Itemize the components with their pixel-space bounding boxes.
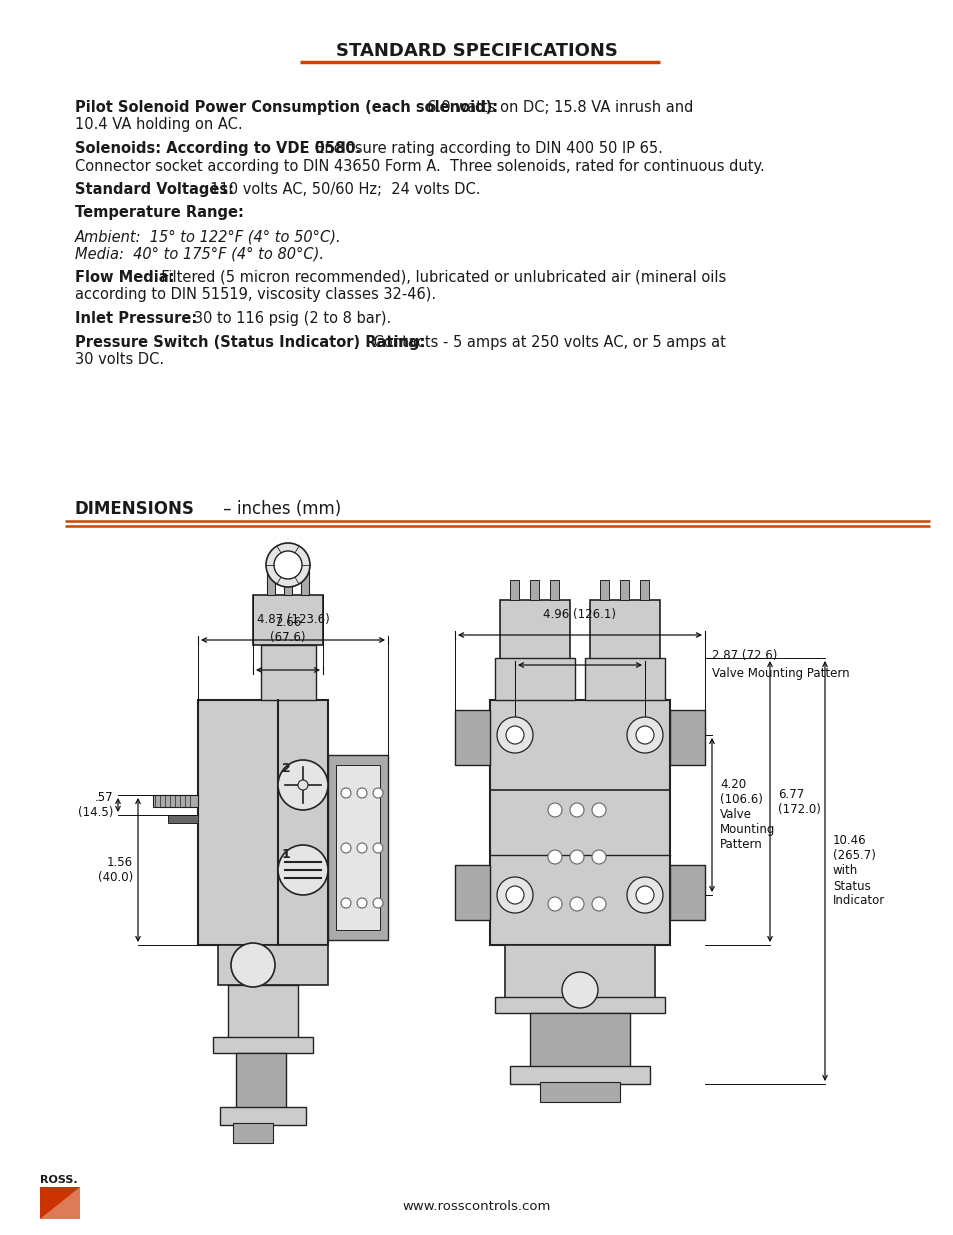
Circle shape (497, 718, 533, 753)
Bar (198, 700, 328, 945)
Bar (584, 658, 664, 700)
Text: ROSS.: ROSS. (40, 1174, 77, 1186)
Circle shape (569, 803, 583, 818)
Circle shape (340, 898, 351, 908)
Bar (40, 1187, 80, 1219)
Circle shape (274, 551, 302, 579)
Circle shape (505, 726, 523, 743)
Circle shape (505, 885, 523, 904)
Bar (335, 764, 379, 930)
Circle shape (356, 788, 367, 798)
Text: Pressure Switch (Status Indicator) Rating:: Pressure Switch (Status Indicator) Ratin… (75, 335, 425, 350)
Bar (267, 571, 274, 595)
Circle shape (592, 803, 605, 818)
Text: Solenoids: According to VDE 0580.: Solenoids: According to VDE 0580. (75, 141, 361, 156)
Text: 30 to 116 psig (2 to 8 bar).: 30 to 116 psig (2 to 8 bar). (180, 311, 391, 326)
Circle shape (231, 944, 274, 987)
Bar (213, 1037, 313, 1053)
Bar (490, 700, 669, 945)
Text: 4.96 (126.1): 4.96 (126.1) (543, 608, 616, 621)
Text: 6.0 watts on DC; 15.8 VA inrush and: 6.0 watts on DC; 15.8 VA inrush and (417, 100, 693, 115)
Text: 30 volts DC.: 30 volts DC. (75, 352, 164, 367)
Circle shape (277, 760, 328, 810)
Bar (261, 645, 315, 700)
Text: Ambient:  15° to 122°F (4° to 50°C).: Ambient: 15° to 122°F (4° to 50°C). (75, 228, 341, 245)
Circle shape (340, 788, 351, 798)
Circle shape (297, 781, 308, 790)
Circle shape (547, 897, 561, 911)
Circle shape (373, 898, 382, 908)
Bar (228, 986, 297, 1040)
Text: 2: 2 (281, 762, 290, 776)
Text: Filtered (5 micron recommended), lubricated or unlubricated air (mineral oils: Filtered (5 micron recommended), lubrica… (152, 270, 725, 285)
Bar (639, 580, 648, 600)
Text: 10.4 VA holding on AC.: 10.4 VA holding on AC. (75, 117, 242, 132)
Bar (550, 580, 558, 600)
Bar (220, 1107, 306, 1125)
Bar (328, 755, 388, 940)
Circle shape (592, 897, 605, 911)
Circle shape (626, 877, 662, 913)
Text: according to DIN 51519, viscosity classes 32-46).: according to DIN 51519, viscosity classe… (75, 288, 436, 303)
Bar (284, 571, 292, 595)
Text: 4.20
(106.6)
Valve
Mounting
Pattern: 4.20 (106.6) Valve Mounting Pattern (720, 778, 775, 851)
Bar (619, 580, 628, 600)
Circle shape (569, 897, 583, 911)
Text: .57
(14.5): .57 (14.5) (77, 790, 112, 819)
Bar (218, 945, 328, 986)
Text: 2.87 (72.6): 2.87 (72.6) (711, 648, 777, 662)
Text: Contacts - 5 amps at 250 volts AC, or 5 amps at: Contacts - 5 amps at 250 volts AC, or 5 … (369, 335, 725, 350)
Text: 110 volts AC, 50/60 Hz;  24 volts DC.: 110 volts AC, 50/60 Hz; 24 volts DC. (201, 182, 480, 198)
Text: Standard Voltages:: Standard Voltages: (75, 182, 233, 198)
Bar (495, 997, 664, 1013)
Bar (510, 580, 518, 600)
Circle shape (561, 972, 598, 1008)
Text: Pilot Solenoid Power Consumption (each solenoid):: Pilot Solenoid Power Consumption (each s… (75, 100, 497, 115)
Bar (669, 710, 704, 764)
Text: – inches (mm): – inches (mm) (218, 500, 341, 517)
Circle shape (373, 788, 382, 798)
Bar (233, 1123, 273, 1144)
Circle shape (569, 850, 583, 864)
Text: Valve Mounting Pattern: Valve Mounting Pattern (711, 667, 849, 679)
Circle shape (626, 718, 662, 753)
Text: 1: 1 (281, 848, 290, 861)
Circle shape (277, 845, 328, 895)
Circle shape (266, 543, 310, 587)
Circle shape (373, 844, 382, 853)
Bar (589, 600, 659, 659)
Bar (530, 580, 538, 600)
Circle shape (356, 844, 367, 853)
Bar (504, 945, 655, 1000)
Bar (152, 795, 198, 806)
Bar (599, 580, 608, 600)
Circle shape (636, 885, 654, 904)
Bar (168, 815, 198, 823)
Text: 1.56
(40.0): 1.56 (40.0) (97, 856, 132, 884)
Bar (235, 1053, 286, 1108)
Circle shape (356, 898, 367, 908)
Text: 6.77
(172.0): 6.77 (172.0) (778, 788, 820, 815)
Bar (495, 658, 575, 700)
Polygon shape (40, 1187, 80, 1219)
Circle shape (547, 850, 561, 864)
Bar (510, 1066, 649, 1084)
Text: Inlet Pressure:: Inlet Pressure: (75, 311, 197, 326)
Text: Connector socket according to DIN 43650 Form A.  Three solenoids, rated for cont: Connector socket according to DIN 43650 … (75, 158, 764, 173)
Circle shape (547, 803, 561, 818)
Bar (455, 710, 490, 764)
Text: Enclosure rating according to DIN 400 50 IP 65.: Enclosure rating according to DIN 400 50… (306, 141, 662, 156)
Text: 2.66
(67.6): 2.66 (67.6) (270, 616, 305, 643)
Bar (499, 600, 569, 659)
Text: STANDARD SPECIFICATIONS: STANDARD SPECIFICATIONS (335, 42, 618, 61)
Text: 4.87 (123.6): 4.87 (123.6) (256, 613, 329, 626)
Text: Media:  40° to 175°F (4° to 80°C).: Media: 40° to 175°F (4° to 80°C). (75, 247, 324, 262)
Bar (530, 1013, 629, 1068)
Circle shape (636, 726, 654, 743)
Bar (539, 1082, 619, 1102)
Text: 10.46
(265.7)
with
Status
Indicator: 10.46 (265.7) with Status Indicator (832, 835, 884, 908)
Bar (455, 864, 490, 920)
Bar (301, 571, 309, 595)
Circle shape (340, 844, 351, 853)
Text: DIMENSIONS: DIMENSIONS (75, 500, 194, 517)
